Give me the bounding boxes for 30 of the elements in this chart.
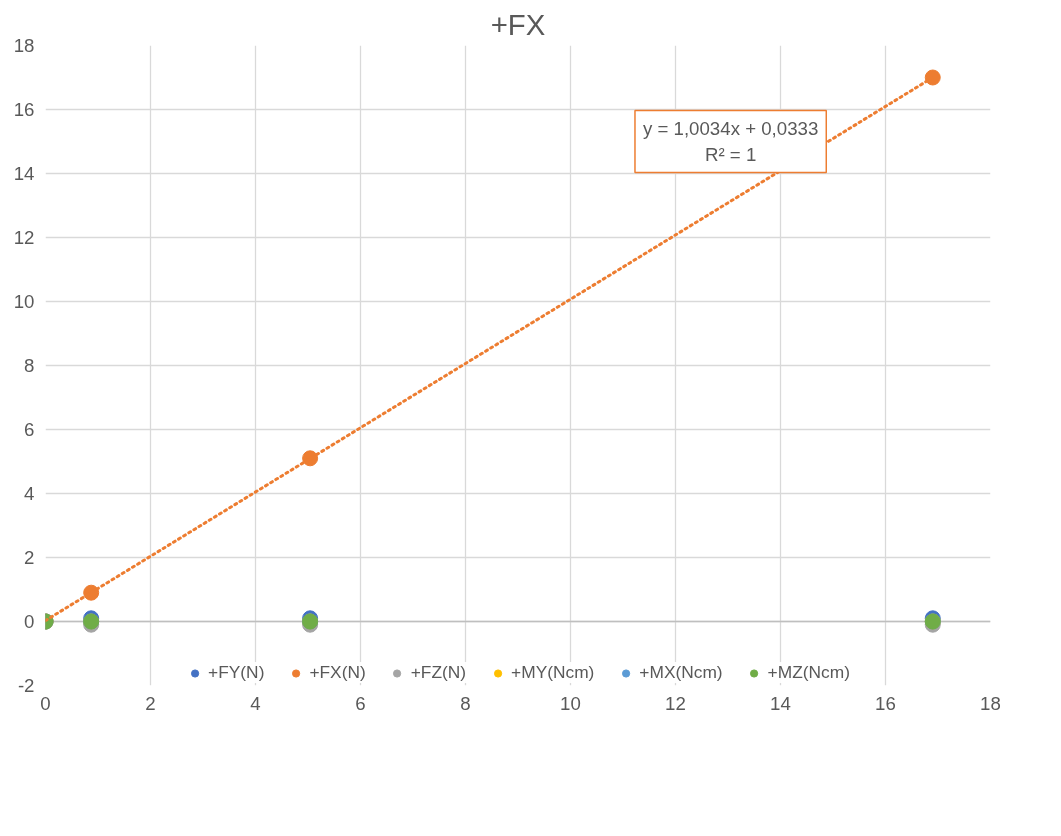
legend-label: +FY(N) (208, 662, 265, 683)
x-tick-label: 14 (770, 692, 791, 714)
y-tick-label: 14 (13, 163, 35, 184)
y-tick-label: 12 (13, 227, 35, 248)
y-tick-label: 6 (24, 419, 35, 440)
x-tick-label: 4 (250, 692, 261, 714)
annotation: y = 1,0034x + 0,0333 R² = 1 (642, 118, 819, 165)
x-tick-label: 2 (145, 692, 156, 714)
y-tick-label: 8 (24, 355, 35, 376)
x-tick-label: 8 (460, 692, 471, 714)
y-tick-label: -2 (17, 675, 35, 696)
legend-label: +MZ(Ncm) (767, 662, 850, 683)
y-tick-label: 0 (24, 611, 35, 632)
x-tick-label: 12 (665, 692, 686, 714)
legend-label: +FZ(N) (410, 662, 467, 683)
point (924, 69, 941, 86)
y-tick-label: 18 (13, 35, 35, 56)
x-tick-label: 0 (40, 692, 51, 714)
chart-title: +FX (490, 7, 546, 41)
x-tick-label: 18 (980, 692, 1001, 714)
legend-label: +MX(Ncm) (639, 662, 723, 683)
y-tick-label: 2 (24, 547, 35, 568)
y-tick-label: 16 (13, 99, 35, 120)
x-tick-label: 16 (875, 692, 896, 714)
legend-label: +MY(Ncm) (511, 662, 595, 683)
x-tick-label: 10 (560, 692, 581, 714)
y-tick-label: 4 (24, 483, 35, 504)
legend-label: +FX(N) (309, 662, 366, 683)
y-tick-label: 10 (13, 291, 35, 312)
x-tick-label: 6 (355, 692, 366, 714)
